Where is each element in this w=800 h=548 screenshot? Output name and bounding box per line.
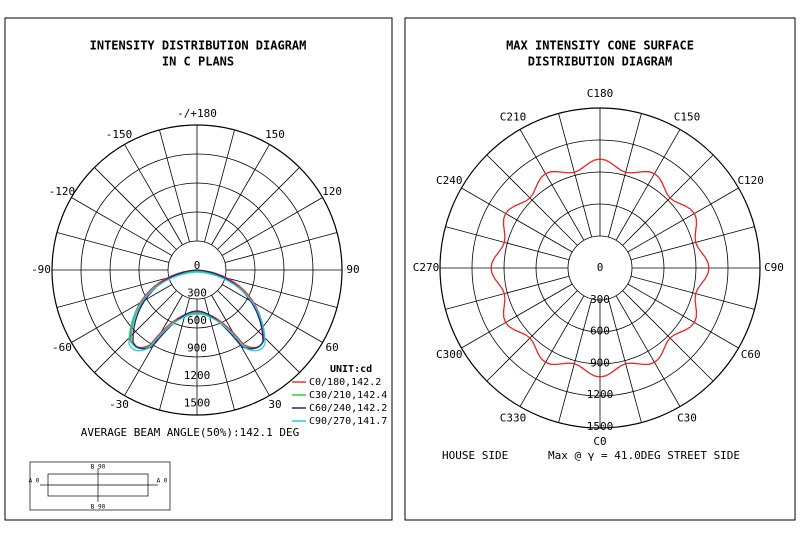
- ring-label: 1500: [184, 397, 211, 410]
- spoke: [630, 275, 755, 310]
- unit: UNIT:cd: [330, 364, 372, 375]
- curve-c60: [132, 269, 264, 350]
- spoke: [94, 290, 177, 373]
- spoke: [558, 298, 593, 423]
- spoke: [159, 129, 190, 243]
- polar-grid: [439, 107, 761, 429]
- legend-entry: C30/210,142.4: [309, 390, 387, 401]
- spoke: [519, 295, 585, 407]
- spoke: [445, 275, 570, 310]
- angle-label: C240: [436, 174, 463, 187]
- ring-label: 300: [590, 293, 610, 306]
- ring-label: 1500: [587, 420, 614, 433]
- spoke: [445, 226, 570, 261]
- angle-label: C150: [674, 110, 701, 123]
- spoke: [615, 129, 681, 241]
- polar-grid: [51, 124, 343, 416]
- angle-label: C330: [500, 412, 527, 425]
- spoke: [461, 187, 573, 253]
- angle-label: C180: [587, 87, 614, 100]
- spoke: [622, 290, 714, 382]
- spoke: [56, 277, 170, 308]
- ring-label: 900: [187, 342, 207, 355]
- ring-label: 0: [597, 261, 604, 274]
- spoke: [71, 284, 173, 343]
- angle-label: C210: [500, 110, 527, 123]
- spoke: [630, 226, 755, 261]
- angle-label: C90: [764, 261, 784, 274]
- legend-entry: C60/240,142.2: [309, 403, 387, 414]
- angle-label: -120: [49, 185, 76, 198]
- angle-label: 150: [265, 128, 285, 141]
- spoke: [627, 283, 739, 349]
- spoke: [221, 284, 323, 343]
- title: DISTRIBUTION DIAGRAM: [528, 55, 673, 69]
- spoke: [607, 113, 642, 238]
- angle-label: 90: [346, 263, 359, 276]
- angle-label: -/+180: [177, 107, 217, 120]
- spoke: [211, 144, 270, 246]
- angle-label: 120: [322, 185, 342, 198]
- footer: AVERAGE BEAM ANGLE(50%):142.1 DEG: [81, 426, 300, 439]
- angle-label: 30: [268, 398, 281, 411]
- spoke: [204, 129, 235, 243]
- title: INTENSITY DISTRIBUTION DIAGRAM: [90, 39, 307, 53]
- inset-label: B 90: [91, 464, 106, 471]
- inset-label: A 0: [157, 478, 168, 485]
- spoke: [224, 277, 338, 308]
- left-panel: [4, 17, 393, 521]
- angle-label: C120: [737, 174, 764, 187]
- title: IN C PLANS: [162, 55, 234, 69]
- inset: [29, 461, 171, 511]
- spoke: [461, 283, 573, 349]
- legend-entry: C0/180,142.2: [309, 377, 381, 388]
- title: MAX INTENSITY CONE SURFACE: [506, 39, 694, 53]
- angle-label: -90: [31, 263, 51, 276]
- curve-c90: [128, 271, 266, 352]
- spoke: [622, 154, 714, 246]
- footer-right: Max @ γ = 41.0DEG STREET SIDE: [548, 449, 740, 462]
- spoke: [217, 290, 300, 373]
- angle-label: -150: [106, 128, 133, 141]
- spoke: [607, 298, 642, 423]
- legend-entry: C90/270,141.7: [309, 416, 387, 427]
- angle-label: C0: [593, 435, 606, 448]
- ring-label: 600: [590, 325, 610, 338]
- intensity-curves: [128, 269, 266, 352]
- right-panel: [404, 17, 796, 521]
- ring-label: 1200: [587, 388, 614, 401]
- max-intensity-curve: [490, 158, 710, 378]
- spoke: [627, 187, 739, 253]
- inset-label: A 0: [29, 478, 40, 485]
- spoke: [71, 197, 173, 256]
- angle-label: C270: [413, 261, 440, 274]
- spoke: [221, 197, 323, 256]
- spoke: [224, 232, 338, 263]
- spoke: [217, 167, 300, 250]
- spoke: [56, 232, 170, 263]
- angle-label: C300: [436, 348, 463, 361]
- ring-label: 0: [194, 259, 201, 272]
- spoke: [519, 129, 585, 241]
- spoke: [486, 290, 578, 382]
- ring-label: 900: [590, 356, 610, 369]
- angle-label: 60: [325, 341, 338, 354]
- footer-left: HOUSE SIDE: [442, 449, 508, 462]
- spoke: [486, 154, 578, 246]
- spoke: [124, 144, 183, 246]
- curve-c0: [129, 269, 265, 349]
- ring-label: 300: [187, 287, 207, 300]
- spoke: [94, 167, 177, 250]
- inset-label: B 90: [91, 504, 106, 511]
- angle-label: C60: [741, 348, 761, 361]
- angle-label: -30: [109, 398, 129, 411]
- angle-label: C30: [677, 412, 697, 425]
- ring-label: 600: [187, 314, 207, 327]
- angle-label: -60: [52, 341, 72, 354]
- spoke: [558, 113, 593, 238]
- ring-label: 1200: [184, 369, 211, 382]
- spoke: [615, 295, 681, 407]
